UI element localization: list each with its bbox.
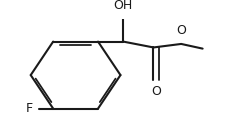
Text: OH: OH	[114, 0, 133, 12]
Text: F: F	[26, 102, 33, 115]
Text: O: O	[151, 85, 161, 98]
Text: O: O	[176, 24, 186, 37]
